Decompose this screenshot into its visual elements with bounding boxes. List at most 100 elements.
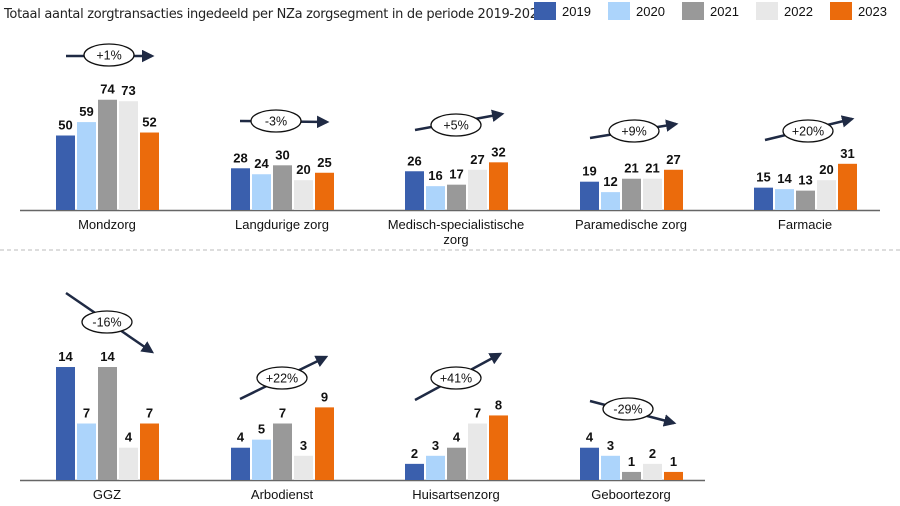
bar-2019 xyxy=(754,187,773,210)
data-label: 32 xyxy=(491,144,505,159)
category-label: Langdurige zorg xyxy=(235,217,329,232)
bar-2020 xyxy=(601,455,620,480)
data-label: 1 xyxy=(628,454,635,469)
legend-item: 2022 xyxy=(756,2,830,20)
data-label: 52 xyxy=(142,115,156,130)
bar-2023 xyxy=(315,172,334,210)
data-label: 19 xyxy=(582,164,596,179)
data-label: 1 xyxy=(670,454,677,469)
legend-swatch xyxy=(830,2,852,20)
category-label: Farmacie xyxy=(778,217,832,232)
data-label: 5 xyxy=(258,422,265,437)
data-label: 7 xyxy=(83,406,90,421)
legend-label: 2019 xyxy=(562,3,591,19)
trend-badge xyxy=(430,366,482,390)
legend-item: 2020 xyxy=(608,2,682,20)
data-label: 59 xyxy=(79,104,93,119)
trend-badge xyxy=(782,119,834,143)
bar-2022 xyxy=(294,180,313,210)
bar-2021 xyxy=(447,447,466,480)
bar-2019 xyxy=(580,181,599,210)
data-label: 4 xyxy=(125,430,133,445)
category-label: zorg xyxy=(443,232,468,247)
bar-2020 xyxy=(426,186,445,210)
data-label: 16 xyxy=(428,168,442,183)
trend-label: -3% xyxy=(265,115,287,129)
bar-2020 xyxy=(77,423,96,480)
legend-label: 2022 xyxy=(784,3,813,19)
bar-2023 xyxy=(489,162,508,210)
legend-swatch xyxy=(608,2,630,20)
trend-label: +41% xyxy=(440,372,472,386)
category-label: Mondzorg xyxy=(78,217,136,232)
bar-2019 xyxy=(405,463,424,480)
trend-badge xyxy=(83,43,135,67)
bar-2021 xyxy=(98,367,117,480)
legend-label: 2021 xyxy=(710,3,739,19)
legend-swatch xyxy=(534,2,556,20)
legend-swatch xyxy=(756,2,778,20)
data-label: 12 xyxy=(603,174,617,189)
bar-2023 xyxy=(664,471,683,480)
data-label: 30 xyxy=(275,147,289,162)
category-label: Medisch-specialistische xyxy=(388,217,525,232)
bar-2019 xyxy=(231,447,250,480)
bar-2022 xyxy=(643,463,662,480)
data-label: 31 xyxy=(840,146,854,161)
legend-item: 2021 xyxy=(682,2,756,20)
bar-2022 xyxy=(119,101,138,210)
legend-item: 2019 xyxy=(534,2,608,20)
category-label: Arbodienst xyxy=(251,487,314,502)
legend-label: 2023 xyxy=(858,3,887,19)
bar-2022 xyxy=(468,423,487,480)
data-label: 14 xyxy=(58,349,73,364)
bar-2019 xyxy=(580,447,599,480)
data-label: 17 xyxy=(449,167,463,182)
trend-label: +22% xyxy=(266,372,298,386)
trend-badge xyxy=(602,397,654,421)
bar-2023 xyxy=(489,415,508,480)
data-label: 8 xyxy=(495,397,502,412)
data-label: 20 xyxy=(819,162,833,177)
bar-2022 xyxy=(817,180,836,210)
data-label: 26 xyxy=(407,153,421,168)
bar-2020 xyxy=(426,455,445,480)
bar-2020 xyxy=(252,174,271,210)
data-label: 20 xyxy=(296,162,310,177)
bar-2023 xyxy=(140,423,159,480)
data-label: 14 xyxy=(100,349,115,364)
data-label: 2 xyxy=(411,446,418,461)
data-label: 3 xyxy=(607,438,614,453)
bar-2022 xyxy=(468,169,487,210)
trend-label: +5% xyxy=(443,119,468,133)
bar-2021 xyxy=(622,178,641,210)
trend-label: +9% xyxy=(621,125,646,139)
trend-badge xyxy=(250,109,302,133)
category-label: Huisartsenzorg xyxy=(412,487,499,502)
legend-item: 2023 xyxy=(830,2,900,20)
bar-2021 xyxy=(273,165,292,210)
trend-label: -29% xyxy=(613,403,642,417)
data-label: 74 xyxy=(100,82,115,97)
data-label: 3 xyxy=(300,438,307,453)
bar-2019 xyxy=(405,171,424,210)
bar-2019 xyxy=(56,135,75,210)
trend-badge xyxy=(608,119,660,143)
trend-badge xyxy=(430,113,482,137)
bar-2023 xyxy=(664,169,683,210)
bar-2021 xyxy=(447,184,466,210)
bar-2022 xyxy=(643,178,662,210)
bar-2020 xyxy=(77,122,96,210)
trend-label: +1% xyxy=(96,49,121,63)
data-label: 9 xyxy=(321,389,328,404)
category-label: Paramedische zorg xyxy=(575,217,687,232)
bar-2022 xyxy=(119,447,138,480)
trend-badge xyxy=(81,310,133,334)
data-label: 14 xyxy=(777,171,792,186)
legend-swatch xyxy=(682,2,704,20)
trend-label: -16% xyxy=(92,316,121,330)
data-label: 27 xyxy=(470,152,484,167)
data-label: 3 xyxy=(432,438,439,453)
